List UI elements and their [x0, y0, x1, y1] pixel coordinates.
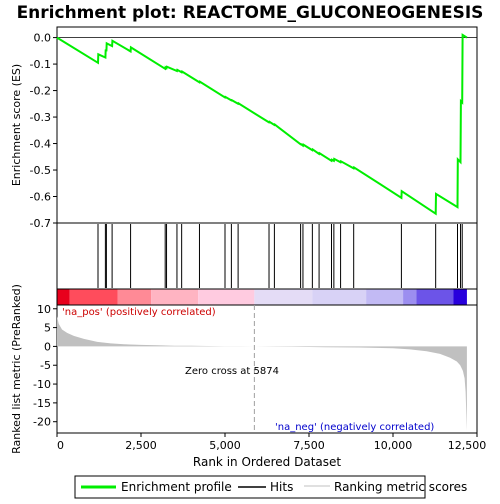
es-ytick-label: -0.7 [30, 217, 51, 230]
x-tick-label: 10,000 [374, 439, 413, 452]
band-segment [254, 289, 313, 305]
hits-panel-frame [56, 222, 478, 290]
metric-ytick-label: 5 [44, 322, 51, 335]
band-segment [312, 289, 367, 305]
band-segment [453, 289, 467, 305]
enrichment-profile-line [56, 33, 468, 216]
rank-color-band [56, 288, 478, 306]
es-ytick-label: -0.5 [30, 164, 51, 177]
x-tick-label: 2,500 [125, 439, 157, 452]
legend-label-enrichment-profile: Enrichment profile [121, 480, 232, 494]
metric-ytick-label: 0 [44, 340, 51, 353]
es-ytick-label: -0.6 [30, 191, 51, 204]
legend: Enrichment profile Hits Ranking metric s… [74, 475, 467, 499]
legend-label-ranking-metric: Ranking metric scores [334, 480, 467, 494]
band-segment [69, 289, 118, 305]
x-tick-label: 7,500 [293, 439, 325, 452]
band-segment [403, 289, 417, 305]
metric-axis-label: Ranked list metric (PreRanked) [10, 284, 23, 454]
es-axis-label: Enrichment score (ES) [10, 64, 23, 186]
es-ytick-label: -0.4 [30, 138, 51, 151]
x-axis-label: Rank in Ordered Dataset [193, 455, 341, 469]
band-segment [366, 289, 404, 305]
x-tick-label: 5,000 [209, 439, 241, 452]
zero-cross-label: Zero cross at 5874 [185, 366, 279, 377]
metric-ytick-label: -15 [33, 397, 51, 410]
legend-label-hits: Hits [270, 480, 293, 494]
es-ytick-label: -0.1 [30, 58, 51, 71]
metric-ytick-label: -20 [33, 416, 51, 429]
metric-ytick-label: 10 [37, 303, 51, 316]
es-ytick-label: 0.0 [34, 32, 52, 45]
chart-title: Enrichment plot: REACTOME_GLUCONEOGENESI… [17, 3, 484, 23]
band-segment [57, 289, 70, 305]
x-tick-label: 0 [57, 439, 64, 452]
neg-correlated-label: 'na_neg' (negatively correlated) [275, 422, 434, 433]
es-ytick-label: -0.2 [30, 85, 51, 98]
ranked-metric-panel: 10 5 0 -5 -10 -15 -20 0 2,500 5,000 7,500 10,000 12… [10, 284, 486, 469]
metric-panel-frame [56, 304, 478, 434]
band-segment [117, 289, 152, 305]
metric-ytick-label: -5 [40, 359, 51, 372]
metric-ytick-label: -10 [33, 378, 51, 391]
enrichment-panel: 0.0 -0.1 -0.2 -0.3 -0.4 -0.5 -0.6 -0.7 Enrichme… [10, 26, 478, 230]
pos-correlated-label: 'na_pos' (positively correlated) [62, 307, 216, 318]
band-segment [416, 289, 454, 305]
band-segment [198, 289, 255, 305]
enrichment-panel-frame [56, 26, 478, 224]
hits-panel [56, 222, 478, 290]
es-ytick-label: -0.3 [30, 111, 51, 124]
x-tick-label: 12,500 [448, 439, 487, 452]
band-segment [151, 289, 199, 305]
